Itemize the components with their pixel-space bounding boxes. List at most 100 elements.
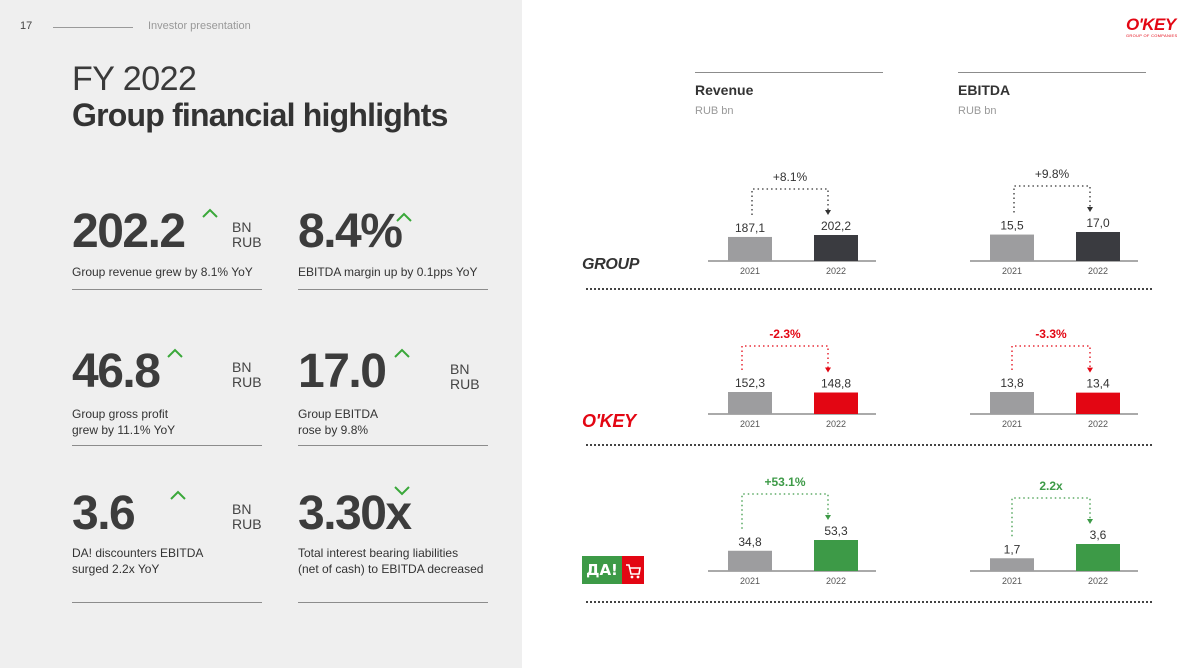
category-label: 2021 xyxy=(740,419,760,429)
kpi-desc-line2: grew by 11.1% YoY xyxy=(72,423,176,437)
kpi-description: Group revenue grew by 8.1% YoY xyxy=(72,264,253,280)
row-separator xyxy=(586,444,1152,446)
kpi-unit: BN RUB xyxy=(232,220,262,250)
change-bracket xyxy=(751,188,829,215)
kpi-unit-line1: BN xyxy=(232,359,252,375)
trend-up-icon xyxy=(202,208,218,218)
header-rule xyxy=(53,27,133,28)
kpi-desc-line1: Group EBITDA xyxy=(298,407,379,421)
kpi-ebitda-margin: 8.4% EBITDA margin up by 0.1pps YoY xyxy=(298,208,488,293)
trend-up-icon xyxy=(167,348,183,358)
kpi-underline xyxy=(298,445,488,446)
bar-value-label: 53,3 xyxy=(824,524,848,538)
kpi-desc-line1: Total interest bearing liabilities xyxy=(298,546,459,560)
bar-value-label: 13,4 xyxy=(1086,377,1110,391)
bar-2022 xyxy=(1076,544,1120,571)
bar-value-label: 34,8 xyxy=(738,535,762,549)
logo-text: O'KEY xyxy=(1126,15,1176,34)
category-label: 2021 xyxy=(740,266,760,276)
bar-value-label: 148,8 xyxy=(821,377,851,391)
category-label: 2022 xyxy=(826,419,846,429)
bar-2022 xyxy=(1076,392,1120,414)
kpi-unit: BN RUB xyxy=(232,360,262,390)
brand-group: GROUP xyxy=(582,256,639,274)
change-label: 2.2x xyxy=(1039,479,1063,493)
kpi-desc-line1: DA! discounters EBITDA xyxy=(72,546,204,560)
kpi-underline xyxy=(72,289,262,290)
kpi-group-ebitda: 17.0 BN RUB Group EBITDA rose by 9.8% xyxy=(298,348,488,448)
category-label: 2021 xyxy=(740,576,760,586)
bar-2021 xyxy=(990,558,1034,571)
change-arrow-icon xyxy=(825,210,831,215)
category-label: 2022 xyxy=(1088,266,1108,276)
bar-2022 xyxy=(1076,232,1120,261)
change-label: +53.1% xyxy=(764,475,805,489)
trend-up-icon xyxy=(170,490,186,500)
cart-icon xyxy=(622,556,644,584)
category-label: 2022 xyxy=(1088,576,1108,586)
bar-value-label: 17,0 xyxy=(1086,216,1110,230)
bar-value-label: 152,3 xyxy=(735,376,765,390)
kpi-desc-line1: Group revenue grew by 8.1% YoY xyxy=(72,265,253,279)
change-label: -3.3% xyxy=(1035,327,1067,341)
page-number: 17 xyxy=(20,20,33,32)
kpi-value: 3.30x xyxy=(298,487,412,540)
category-label: 2021 xyxy=(1002,576,1022,586)
da-logo-left: ДА! xyxy=(582,556,622,584)
bar-2021 xyxy=(990,392,1034,414)
kpi-underline xyxy=(72,445,262,446)
bar-2022 xyxy=(814,392,858,414)
change-bracket xyxy=(741,493,829,529)
header-label: Investor presentation xyxy=(148,20,251,32)
trend-up-icon xyxy=(394,348,410,358)
brand-group-label: GROUP xyxy=(582,256,640,273)
row-separator xyxy=(586,601,1152,603)
row-separator xyxy=(586,288,1152,290)
bar-value-label: 15,5 xyxy=(1000,219,1024,233)
kpi-value: 46.8 xyxy=(72,345,161,398)
change-label: +8.1% xyxy=(773,170,808,184)
kpi-desc-line2: rose by 9.8% xyxy=(298,423,369,437)
change-bracket xyxy=(1011,497,1091,537)
column-title: Revenue xyxy=(695,82,754,98)
bar-2021 xyxy=(728,392,772,414)
bar-value-label: 1,7 xyxy=(1004,542,1021,556)
kpi-description: Group gross profit grew by 11.1% YoY xyxy=(72,406,175,438)
brand-okey-label: O'KEY xyxy=(582,411,636,431)
kpi-underline xyxy=(72,602,262,603)
kpi-unit-line2: RUB xyxy=(232,374,262,390)
kpi-description: DA! discounters EBITDA surged 2.2x YoY xyxy=(72,545,203,577)
bar-value-label: 187,1 xyxy=(735,221,765,235)
kpi-desc-line2: (net of cash) to EBITDA decreased xyxy=(298,562,484,576)
change-bracket xyxy=(1011,345,1091,370)
bar-2021 xyxy=(728,550,772,571)
bar-value-label: 13,8 xyxy=(1000,376,1024,390)
kpi-description: EBITDA margin up by 0.1pps YoY xyxy=(298,264,477,280)
change-bracket xyxy=(741,345,829,370)
brand-okey: O'KEY xyxy=(582,411,636,432)
trend-down-icon xyxy=(394,486,410,496)
kpi-desc-line2: surged 2.2x YoY xyxy=(72,562,160,576)
left-panel: 17 Investor presentation FY 2022 Group f… xyxy=(0,0,522,668)
bar-value-label: 202,2 xyxy=(821,219,851,233)
logo-subtext: GROUP OF COMPANIES xyxy=(1126,33,1178,38)
kpi-underline xyxy=(298,602,488,603)
kpi-unit-line2: RUB xyxy=(450,376,480,392)
kpi-unit-line1: BN xyxy=(232,219,252,235)
kpi-value: 3.6 xyxy=(72,487,136,540)
kpi-unit-line2: RUB xyxy=(232,516,262,532)
category-label: 2022 xyxy=(826,576,846,586)
kpi-desc-line1: EBITDA margin up by 0.1pps YoY xyxy=(298,265,478,279)
category-label: 2021 xyxy=(1002,266,1022,276)
category-label: 2022 xyxy=(826,266,846,276)
kpi-unit: BN RUB xyxy=(450,362,480,392)
change-arrow-icon xyxy=(1087,519,1093,524)
page-title-year: FY 2022 xyxy=(72,60,197,98)
kpi-description: Total interest bearing liabilities (net o… xyxy=(298,545,483,577)
change-arrow-icon xyxy=(825,515,831,520)
kpi-unit-line1: BN xyxy=(232,501,252,517)
trend-up-icon xyxy=(396,212,412,222)
kpi-underline xyxy=(298,289,488,290)
change-label: +9.8% xyxy=(1035,167,1070,181)
change-arrow-icon xyxy=(1087,207,1093,212)
